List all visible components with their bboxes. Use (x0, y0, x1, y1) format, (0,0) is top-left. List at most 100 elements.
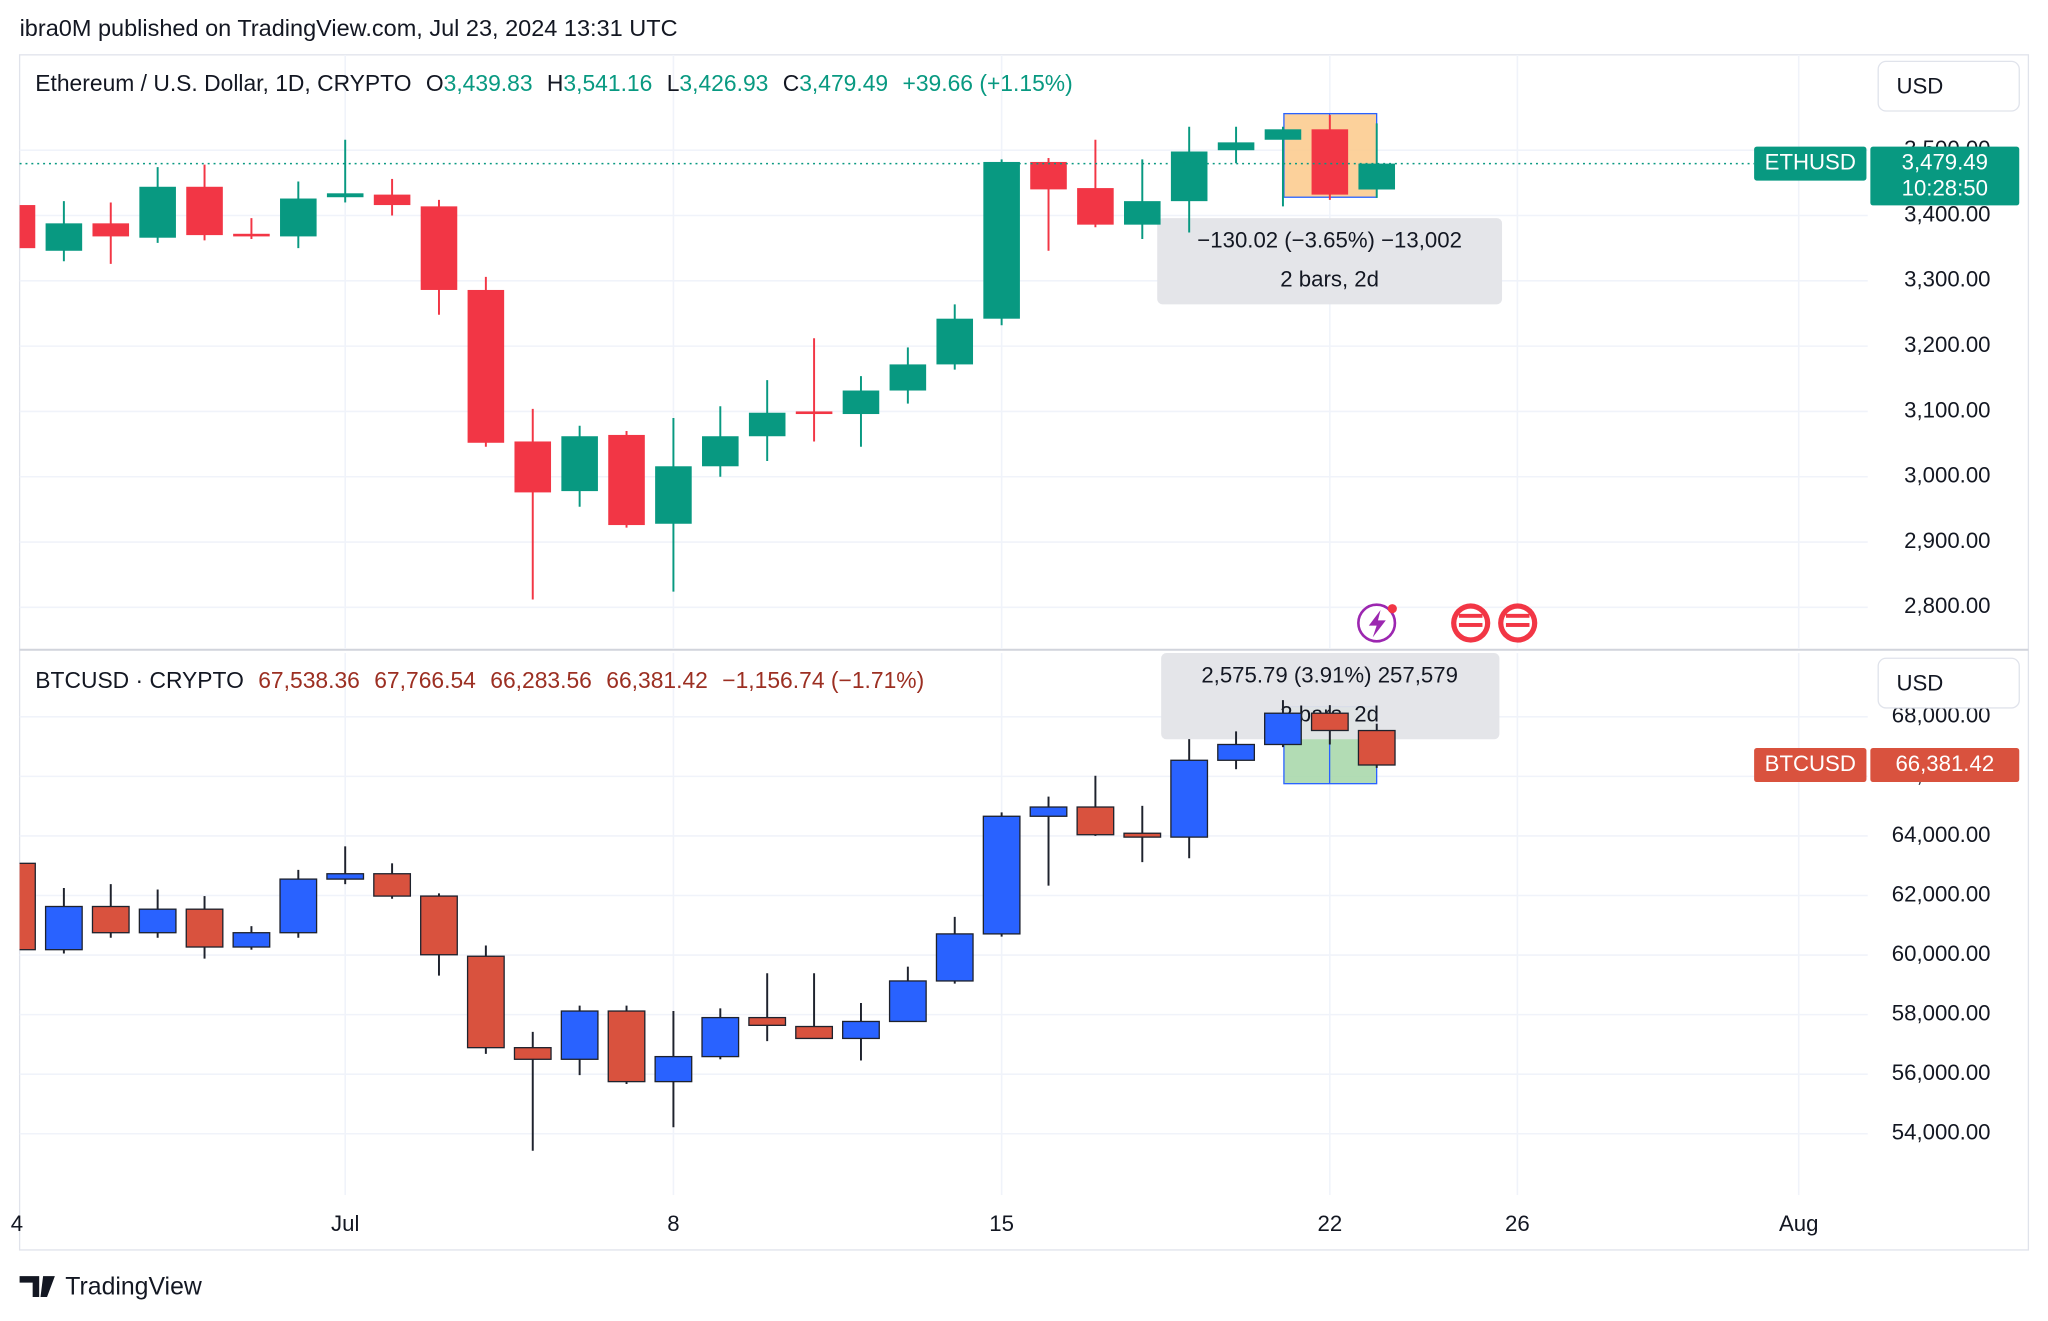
candle-body (280, 198, 317, 237)
candle-body (138, 908, 177, 934)
event-dot (1387, 604, 1397, 614)
legend-value: 67,538.36 (258, 667, 360, 693)
candle-body (232, 932, 271, 948)
legend-value: 3,479.49 (799, 70, 888, 96)
candle-body (44, 905, 83, 951)
candle-body (701, 1016, 740, 1058)
candle-body (842, 390, 880, 415)
price-tag (1870, 748, 2020, 782)
y-tick-label: 62,000.00 (1892, 881, 1991, 906)
candle-body (1217, 743, 1256, 761)
candle-body (420, 206, 458, 290)
y-tick-label: 3,300.00 (1904, 267, 1990, 292)
candle-body (326, 193, 364, 198)
legend-change: −1,156.74 (−1.71%) (722, 667, 924, 693)
flag-stripe (1505, 613, 1530, 618)
y-tick-label: 64,000.00 (1892, 822, 1991, 847)
candle-body (373, 194, 411, 206)
y-tick-label: 2,900.00 (1904, 528, 1990, 553)
x-tick-label: 26 (1505, 1211, 1530, 1236)
candle-body (983, 161, 1020, 319)
candle-body (748, 412, 786, 437)
candle-body (608, 434, 645, 526)
logo-mark (19, 1276, 55, 1297)
candle-body (1029, 806, 1068, 817)
legend-change: +39.66 (+1.15%) (903, 70, 1073, 96)
price-tag-text: 3,479.49 (1902, 149, 1988, 174)
candle-body (19, 862, 36, 951)
currency-label: USD (1896, 670, 1943, 695)
symbol-tag-text: ETHUSD (1765, 149, 1856, 174)
legend-value: 67,766.54 (374, 667, 476, 693)
legend-key: O (426, 70, 444, 96)
plot: −130.02 (−3.65%) −13,002 2 bars, 2d (19, 54, 1868, 650)
charts: −130.02 (−3.65%) −13,002 2 bars, 2d 2,800.… (11, 54, 2020, 1236)
event-icon-bolt (1368, 609, 1386, 638)
legend-title: BTCUSD · CRYPTO (35, 667, 244, 693)
countdown-text: 10:28:50 (1902, 176, 1988, 201)
measure-label: 2 bars, 2d (1280, 267, 1379, 292)
candle-body (19, 205, 36, 249)
legend-value: 3,426.93 (679, 70, 768, 96)
y-tick-label: 58,000.00 (1892, 1000, 1991, 1025)
candle-body (888, 980, 927, 1023)
candle-body (1264, 129, 1302, 140)
x-tick-label: 4 (11, 1211, 23, 1236)
candle-body (92, 223, 130, 237)
event-icons (1357, 603, 1538, 643)
y-tick-label: 2,800.00 (1904, 593, 1990, 618)
candle-body (1310, 712, 1349, 732)
legend: BTCUSD · CRYPTO 67,538.36 67,766.54 66,283.… (35, 667, 924, 693)
candle-body (1124, 201, 1161, 225)
candle-body (702, 436, 739, 467)
y-tick-label: 3,400.00 (1904, 201, 1990, 226)
x-tick-label: Jul (331, 1211, 359, 1236)
publisher: ibra0M published on TradingView.com, Jul… (20, 15, 678, 41)
legend-key: L (667, 70, 680, 96)
x-tick-label: 22 (1318, 1211, 1343, 1236)
candle-body (467, 289, 505, 443)
y-tick-label: 56,000.00 (1892, 1060, 1991, 1085)
candle-body (842, 1020, 880, 1040)
candle-body (1311, 129, 1349, 195)
candle-body (748, 1016, 787, 1026)
candle-body (185, 908, 224, 948)
candle-body (1077, 188, 1114, 225)
legend-title: Ethereum / U.S. Dollar, 1D, CRYPTO (35, 70, 411, 96)
candle-body (279, 878, 318, 934)
x-tick-label: 8 (667, 1211, 679, 1236)
candle-body (466, 955, 505, 1049)
candle-body (655, 466, 692, 524)
candle-body (186, 186, 223, 236)
legend-key: C (783, 70, 800, 96)
flag-stripe (1458, 623, 1483, 627)
candle-body (607, 1010, 646, 1083)
y-tick-label: 60,000.00 (1892, 941, 1991, 966)
candle-body (1217, 142, 1255, 151)
candle-body (514, 441, 552, 493)
candle-body (45, 223, 83, 251)
flag-stripe (1458, 613, 1483, 618)
candle-body (373, 873, 412, 897)
price-tag-text: 66,381.42 (1895, 751, 1994, 776)
candle-body (1123, 832, 1162, 838)
candle-body (91, 905, 130, 934)
price-tag (1870, 146, 2020, 206)
currency-button[interactable] (1877, 657, 2020, 709)
legend-value: 66,283.56 (490, 667, 592, 693)
candle-body (1170, 759, 1209, 838)
measure-label: 2,575.79 (3.91%) 257,579 (1201, 662, 1458, 687)
candle-body (1170, 151, 1208, 202)
currency-button[interactable] (1877, 60, 2020, 112)
candle-body (889, 364, 927, 391)
logo-text: TradingView (65, 1273, 202, 1300)
legend-value: 66,381.42 (606, 667, 708, 693)
candle-body (1358, 163, 1396, 190)
y-tick-label: 3,100.00 (1904, 397, 1990, 422)
candle-body (795, 1025, 834, 1040)
frame (18, 54, 2030, 1251)
candle-body (795, 411, 833, 415)
